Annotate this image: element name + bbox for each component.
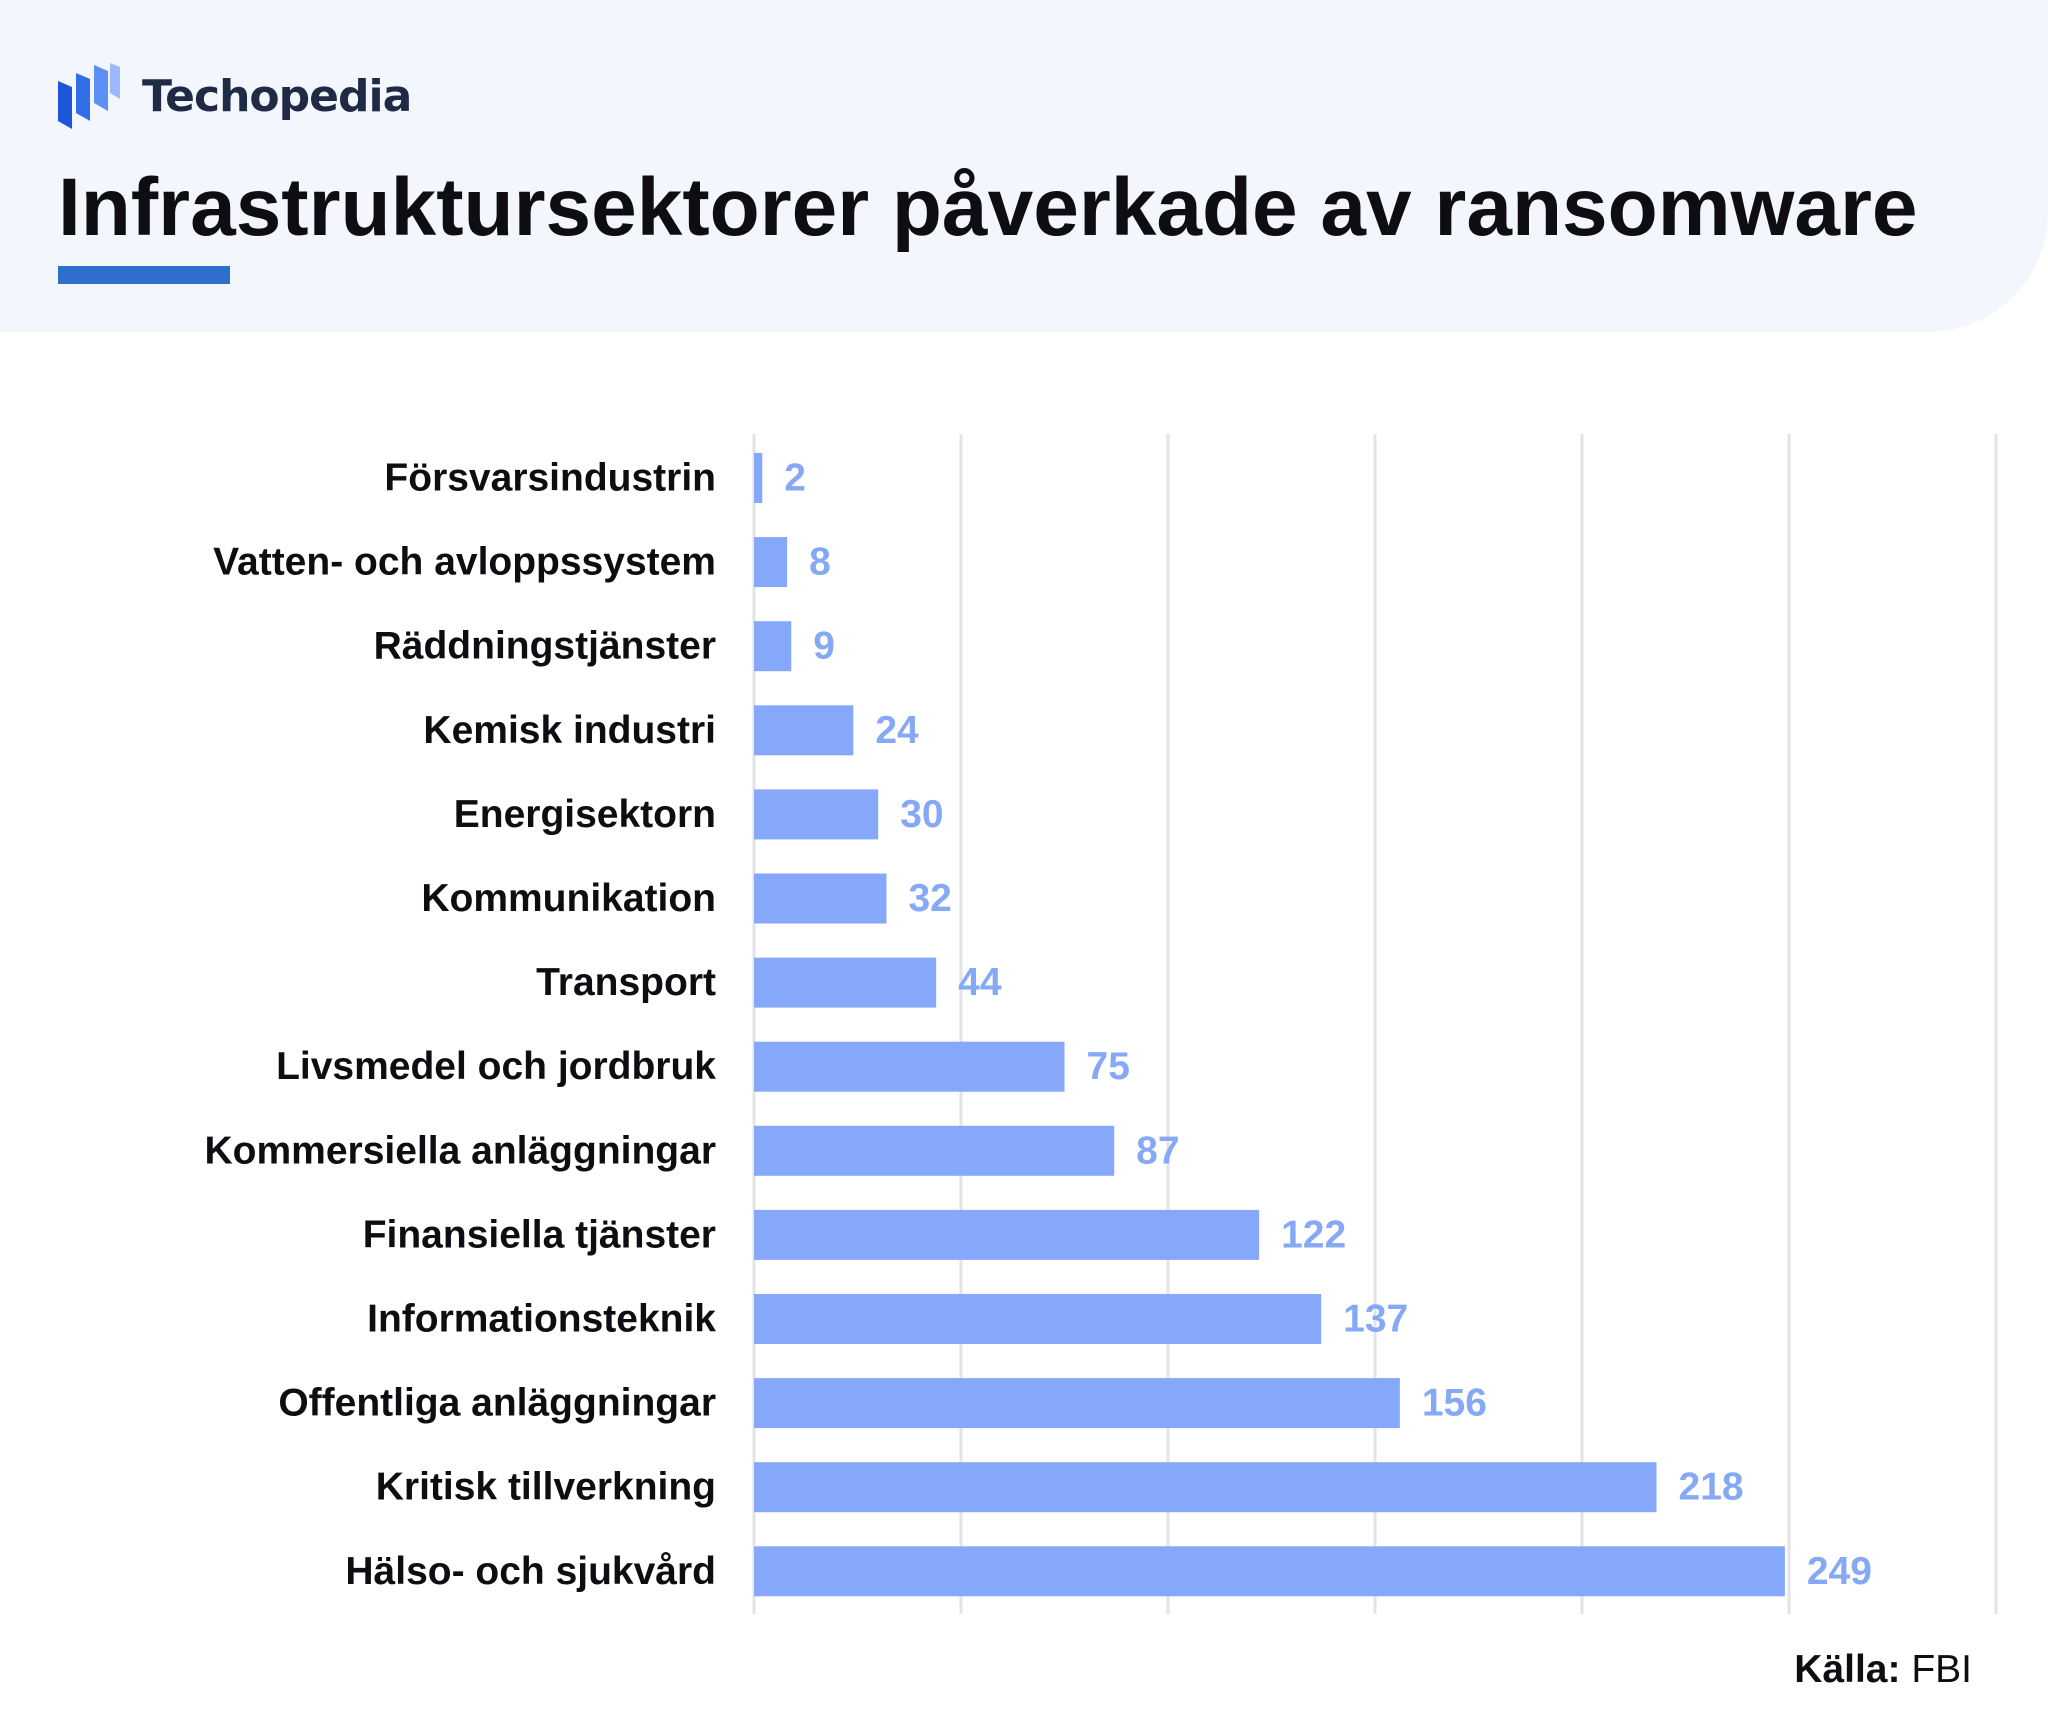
category-label: Försvarsindustrin [384,457,716,500]
value-label: 9 [813,625,835,668]
category-label: Finansiella tjänster [363,1213,716,1256]
category-label: Kommunikation [421,877,716,920]
title-underline [58,266,230,284]
bar [754,1125,1115,1176]
category-label: Vatten- och avloppssystem [213,541,716,584]
grid-lines [752,434,1998,1614]
category-label: Energisektorn [454,793,716,836]
value-label: 44 [958,961,1002,1004]
value-label: 218 [1679,1466,1744,1509]
bar [754,789,879,840]
bar [754,621,792,672]
category-label: Offentliga anläggningar [278,1382,716,1425]
techopedia-logo-icon [58,63,120,129]
category-label: Transport [536,961,716,1004]
brand-name: Techopedia [142,70,412,122]
labels: Försvarsindustrin 2 Vatten- och avloppssys… [205,457,1872,1593]
bars [754,453,1785,1597]
value-label: 24 [875,709,919,752]
value-label: 2 [784,457,806,500]
value-label: 32 [908,877,951,920]
bar [754,957,937,1008]
category-label: Kommersiella anläggningar [205,1129,716,1172]
value-label: 156 [1422,1382,1487,1425]
bar [754,1294,1322,1344]
bar [754,1462,1657,1513]
bar [754,537,788,588]
bar-chart: Försvarsindustrin 2 Vatten- och avloppssys… [205,434,1998,1614]
bar [754,453,763,503]
brand: Techopedia [58,60,412,132]
value-label: 30 [900,793,943,836]
category-label: Kritisk tillverkning [376,1466,716,1509]
bar [754,1041,1065,1092]
bar [754,705,854,756]
category-label: Livsmedel och jordbruk [276,1045,716,1088]
category-label: Informationsteknik [367,1298,716,1341]
value-label: 122 [1281,1213,1346,1256]
bar [754,1378,1400,1429]
source-label: Källa: [1794,1648,1901,1691]
bar [754,1209,1260,1260]
category-label: Kemisk industri [423,709,716,752]
bar [754,873,887,924]
source-note: Källa: FBI [1794,1648,1972,1692]
value-label: 249 [1807,1550,1872,1593]
value-label: 75 [1087,1045,1130,1088]
bar [754,1546,1785,1597]
source-value: FBI [1911,1648,1972,1691]
header-band [0,0,2048,332]
value-label: 8 [809,541,831,584]
category-label: Hälso- och sjukvård [345,1550,716,1593]
value-label: 137 [1343,1298,1408,1341]
chart-title: Infrastruktursektorer påverkade av ranso… [58,162,1918,253]
category-label: Räddningstjänster [374,625,716,668]
value-label: 87 [1136,1129,1179,1172]
